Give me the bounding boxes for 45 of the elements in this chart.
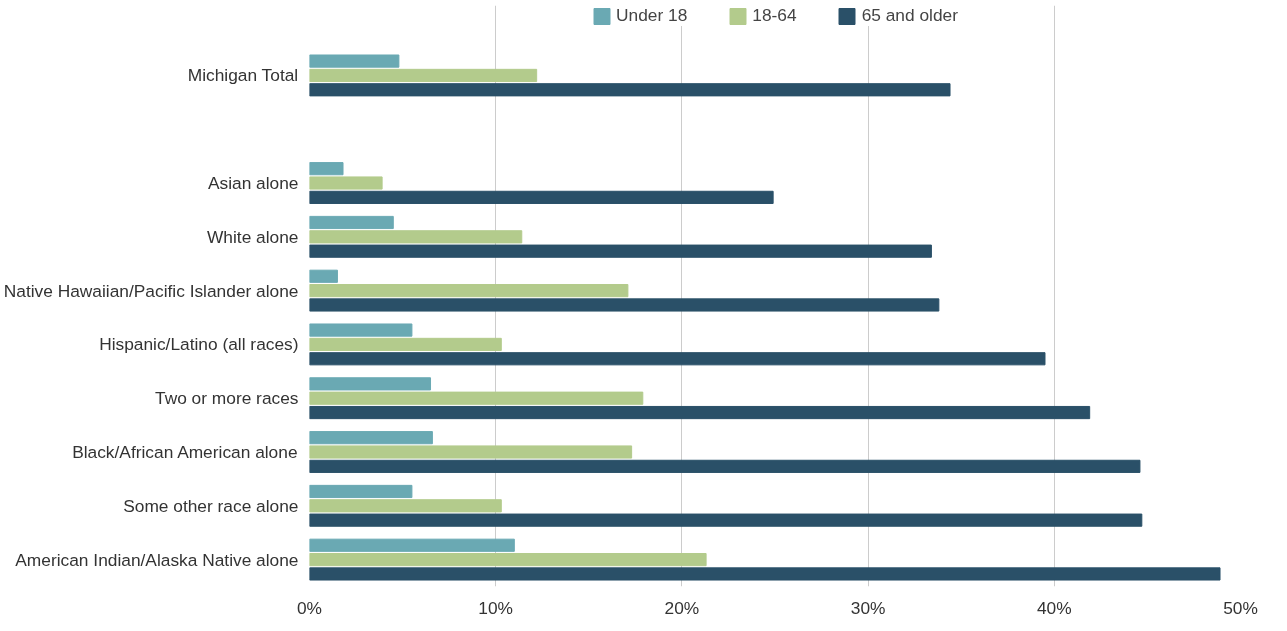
bar xyxy=(309,459,1141,473)
x-tick-label: 30% xyxy=(850,597,886,618)
bar xyxy=(309,269,338,283)
bar xyxy=(309,567,1221,581)
x-tick-label: 0% xyxy=(296,597,323,618)
bar xyxy=(309,499,502,513)
y-tick-label: White alone xyxy=(206,226,299,247)
bar xyxy=(309,323,413,337)
bar xyxy=(309,68,538,83)
legend-label: 65 and older xyxy=(861,5,958,26)
bar xyxy=(309,190,774,204)
bar xyxy=(309,431,433,445)
legend-label: Under 18 xyxy=(616,5,688,26)
y-tick-label: Michigan Total xyxy=(187,65,299,86)
bar xyxy=(309,337,502,352)
y-tick-label: Hispanic/Latino (all races) xyxy=(99,334,299,355)
bar xyxy=(309,538,515,552)
bar xyxy=(309,352,1046,366)
bar xyxy=(309,484,413,499)
y-tick-label: Asian alone xyxy=(207,173,299,194)
bar xyxy=(309,244,932,258)
bar xyxy=(309,553,707,567)
bar xyxy=(309,391,644,405)
x-tick-label: 20% xyxy=(664,597,700,618)
legend-label: 18-64 xyxy=(752,5,797,26)
x-tick-label: 40% xyxy=(1036,597,1072,618)
y-tick-label: Some other race alone xyxy=(123,495,299,516)
bar xyxy=(309,54,400,68)
bar xyxy=(309,83,951,97)
x-tick-label: 50% xyxy=(1223,597,1258,618)
y-tick-label: Native Hawaiian/Pacific Islander alone xyxy=(3,280,299,301)
bar xyxy=(309,405,1091,420)
y-tick-label: American Indian/Alaska Native alone xyxy=(15,549,299,570)
bar xyxy=(309,162,344,176)
bar xyxy=(309,176,383,190)
bar xyxy=(309,298,940,312)
bar xyxy=(309,215,394,230)
y-tick-label: Black/African American alone xyxy=(72,442,298,463)
bar xyxy=(309,513,1143,527)
x-tick-label: 10% xyxy=(478,597,514,618)
y-tick-label: Two or more races xyxy=(155,388,299,409)
bar xyxy=(309,445,633,459)
bar xyxy=(309,284,629,298)
bar xyxy=(309,230,523,244)
bar xyxy=(309,377,432,391)
